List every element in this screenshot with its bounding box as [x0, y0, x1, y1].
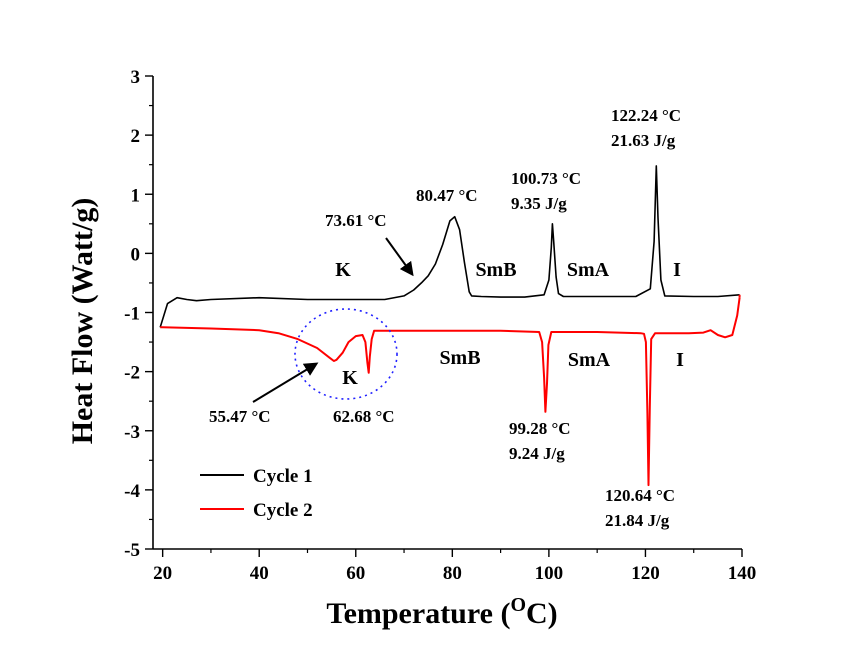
phase-label-cooling: SmA	[568, 349, 611, 371]
x-axis: 20 40 60 80 100 120 140	[153, 549, 756, 584]
legend-label-cycle-1: Cycle 1	[253, 466, 313, 487]
y-tick-label: -3	[124, 422, 140, 443]
peak-annotation: 80.47 °C	[416, 186, 478, 205]
phase-label-heating: K	[335, 259, 351, 281]
series-line-cycle-2	[160, 297, 741, 487]
y-tick-label: -1	[124, 304, 140, 325]
y-axis-title: Heat Flow (Watt/g)	[66, 198, 99, 445]
phase-label-heating: I	[673, 259, 681, 281]
phase-label-cooling: SmB	[439, 347, 480, 369]
phase-label-cooling: I	[676, 349, 684, 371]
y-axis: 3 2 1 0 -1 -2 -3 -4 -5	[124, 67, 153, 561]
phase-label-cooling: K	[342, 367, 358, 389]
y-tick-label: 0	[131, 244, 141, 265]
x-tick-label: 20	[153, 563, 172, 584]
x-axis-title-main: Temperature (	[326, 597, 510, 630]
peak-annotation: 62.68 °C	[333, 407, 395, 426]
y-tick-label: -2	[124, 363, 140, 384]
y-tick-label: -4	[124, 481, 140, 502]
peak-annotation: 73.61 °C	[325, 211, 387, 230]
transition-highlight-circle	[294, 308, 398, 400]
x-axis-title: Temperature (OC)	[326, 594, 557, 630]
phase-label-heating: SmB	[475, 259, 516, 281]
y-tick-label: 2	[131, 126, 141, 147]
annotations: 122.24 °C 21.63 J/g 100.73 °C 9.35 J/g 80.47…	[209, 106, 684, 530]
peak-annotation: 99.28 °C 9.24 J/g	[509, 419, 571, 463]
x-axis-title-sup: O	[510, 594, 526, 616]
peak-annotation: 122.24 °C 21.63 J/g	[611, 106, 681, 150]
y-tick-label: 3	[131, 67, 141, 88]
x-tick-label: 140	[728, 563, 757, 584]
series-layer	[159, 165, 741, 487]
x-tick-label: 60	[346, 563, 365, 584]
peak-annotation: 120.64 °C 21.84 J/g	[605, 486, 675, 530]
legend: Cycle 1 Cycle 2	[200, 466, 313, 521]
y-tick-label: 1	[131, 185, 141, 206]
peak-annotation: 100.73 °C 9.35 J/g	[511, 169, 581, 213]
arrow-55-47	[252, 362, 319, 403]
x-tick-label: 120	[631, 563, 660, 584]
y-tick-label: -5	[124, 540, 140, 561]
x-tick-label: 80	[443, 563, 462, 584]
phase-label-heating: SmA	[567, 259, 610, 281]
arrow-73-61	[385, 237, 414, 277]
peak-annotation: 55.47 °C	[209, 407, 271, 426]
legend-label-cycle-2: Cycle 2	[253, 500, 313, 521]
x-tick-label: 40	[250, 563, 269, 584]
x-axis-title-tail: C)	[526, 597, 558, 630]
series-line-cycle-1	[159, 165, 740, 328]
x-tick-label: 100	[535, 563, 564, 584]
